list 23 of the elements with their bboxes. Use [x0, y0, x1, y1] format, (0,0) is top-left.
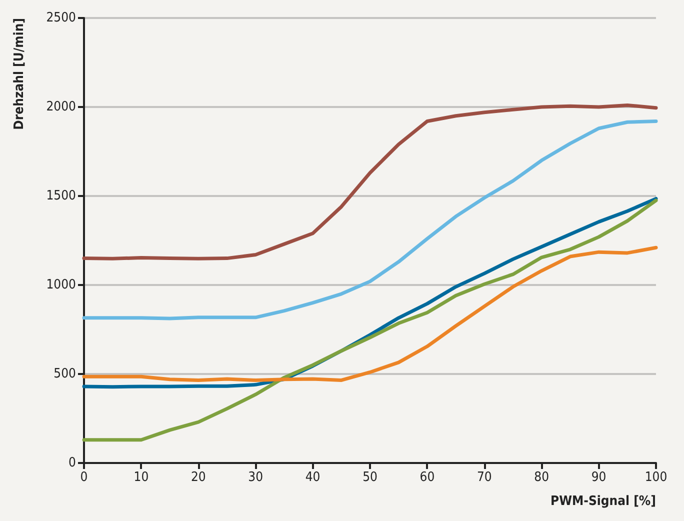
x-tick-label: 20: [190, 470, 206, 485]
x-tick-label: 80: [534, 470, 550, 485]
y-tick-label: 1000: [46, 278, 76, 292]
x-tick-label: 50: [362, 470, 378, 485]
line-series: [82, 198, 658, 442]
x-tick-label: 30: [248, 470, 264, 485]
y-tick-label: 2500: [46, 10, 76, 26]
y-tick-label: 500: [54, 366, 76, 382]
y-tick-label: 1500: [46, 188, 76, 204]
x-tick-label: 40: [305, 470, 320, 485]
x-tick-label: 0: [80, 470, 88, 485]
y-tick-label: 0: [68, 456, 76, 470]
line-series: [82, 246, 658, 382]
line-series: [82, 119, 658, 320]
x-tick-label: 90: [591, 470, 606, 485]
line-series: [82, 103, 658, 260]
y-axis-title: Drehzahl [U/min]: [12, 18, 27, 130]
x-tick-label: 10: [134, 470, 149, 485]
x-axis-title: PWM-Signal [%]: [550, 494, 656, 509]
y-tick-label: 2000: [46, 100, 76, 114]
x-tick-label: 70: [476, 470, 492, 485]
x-tick-label: 60: [420, 470, 435, 485]
x-tick-label: 100: [644, 470, 668, 485]
